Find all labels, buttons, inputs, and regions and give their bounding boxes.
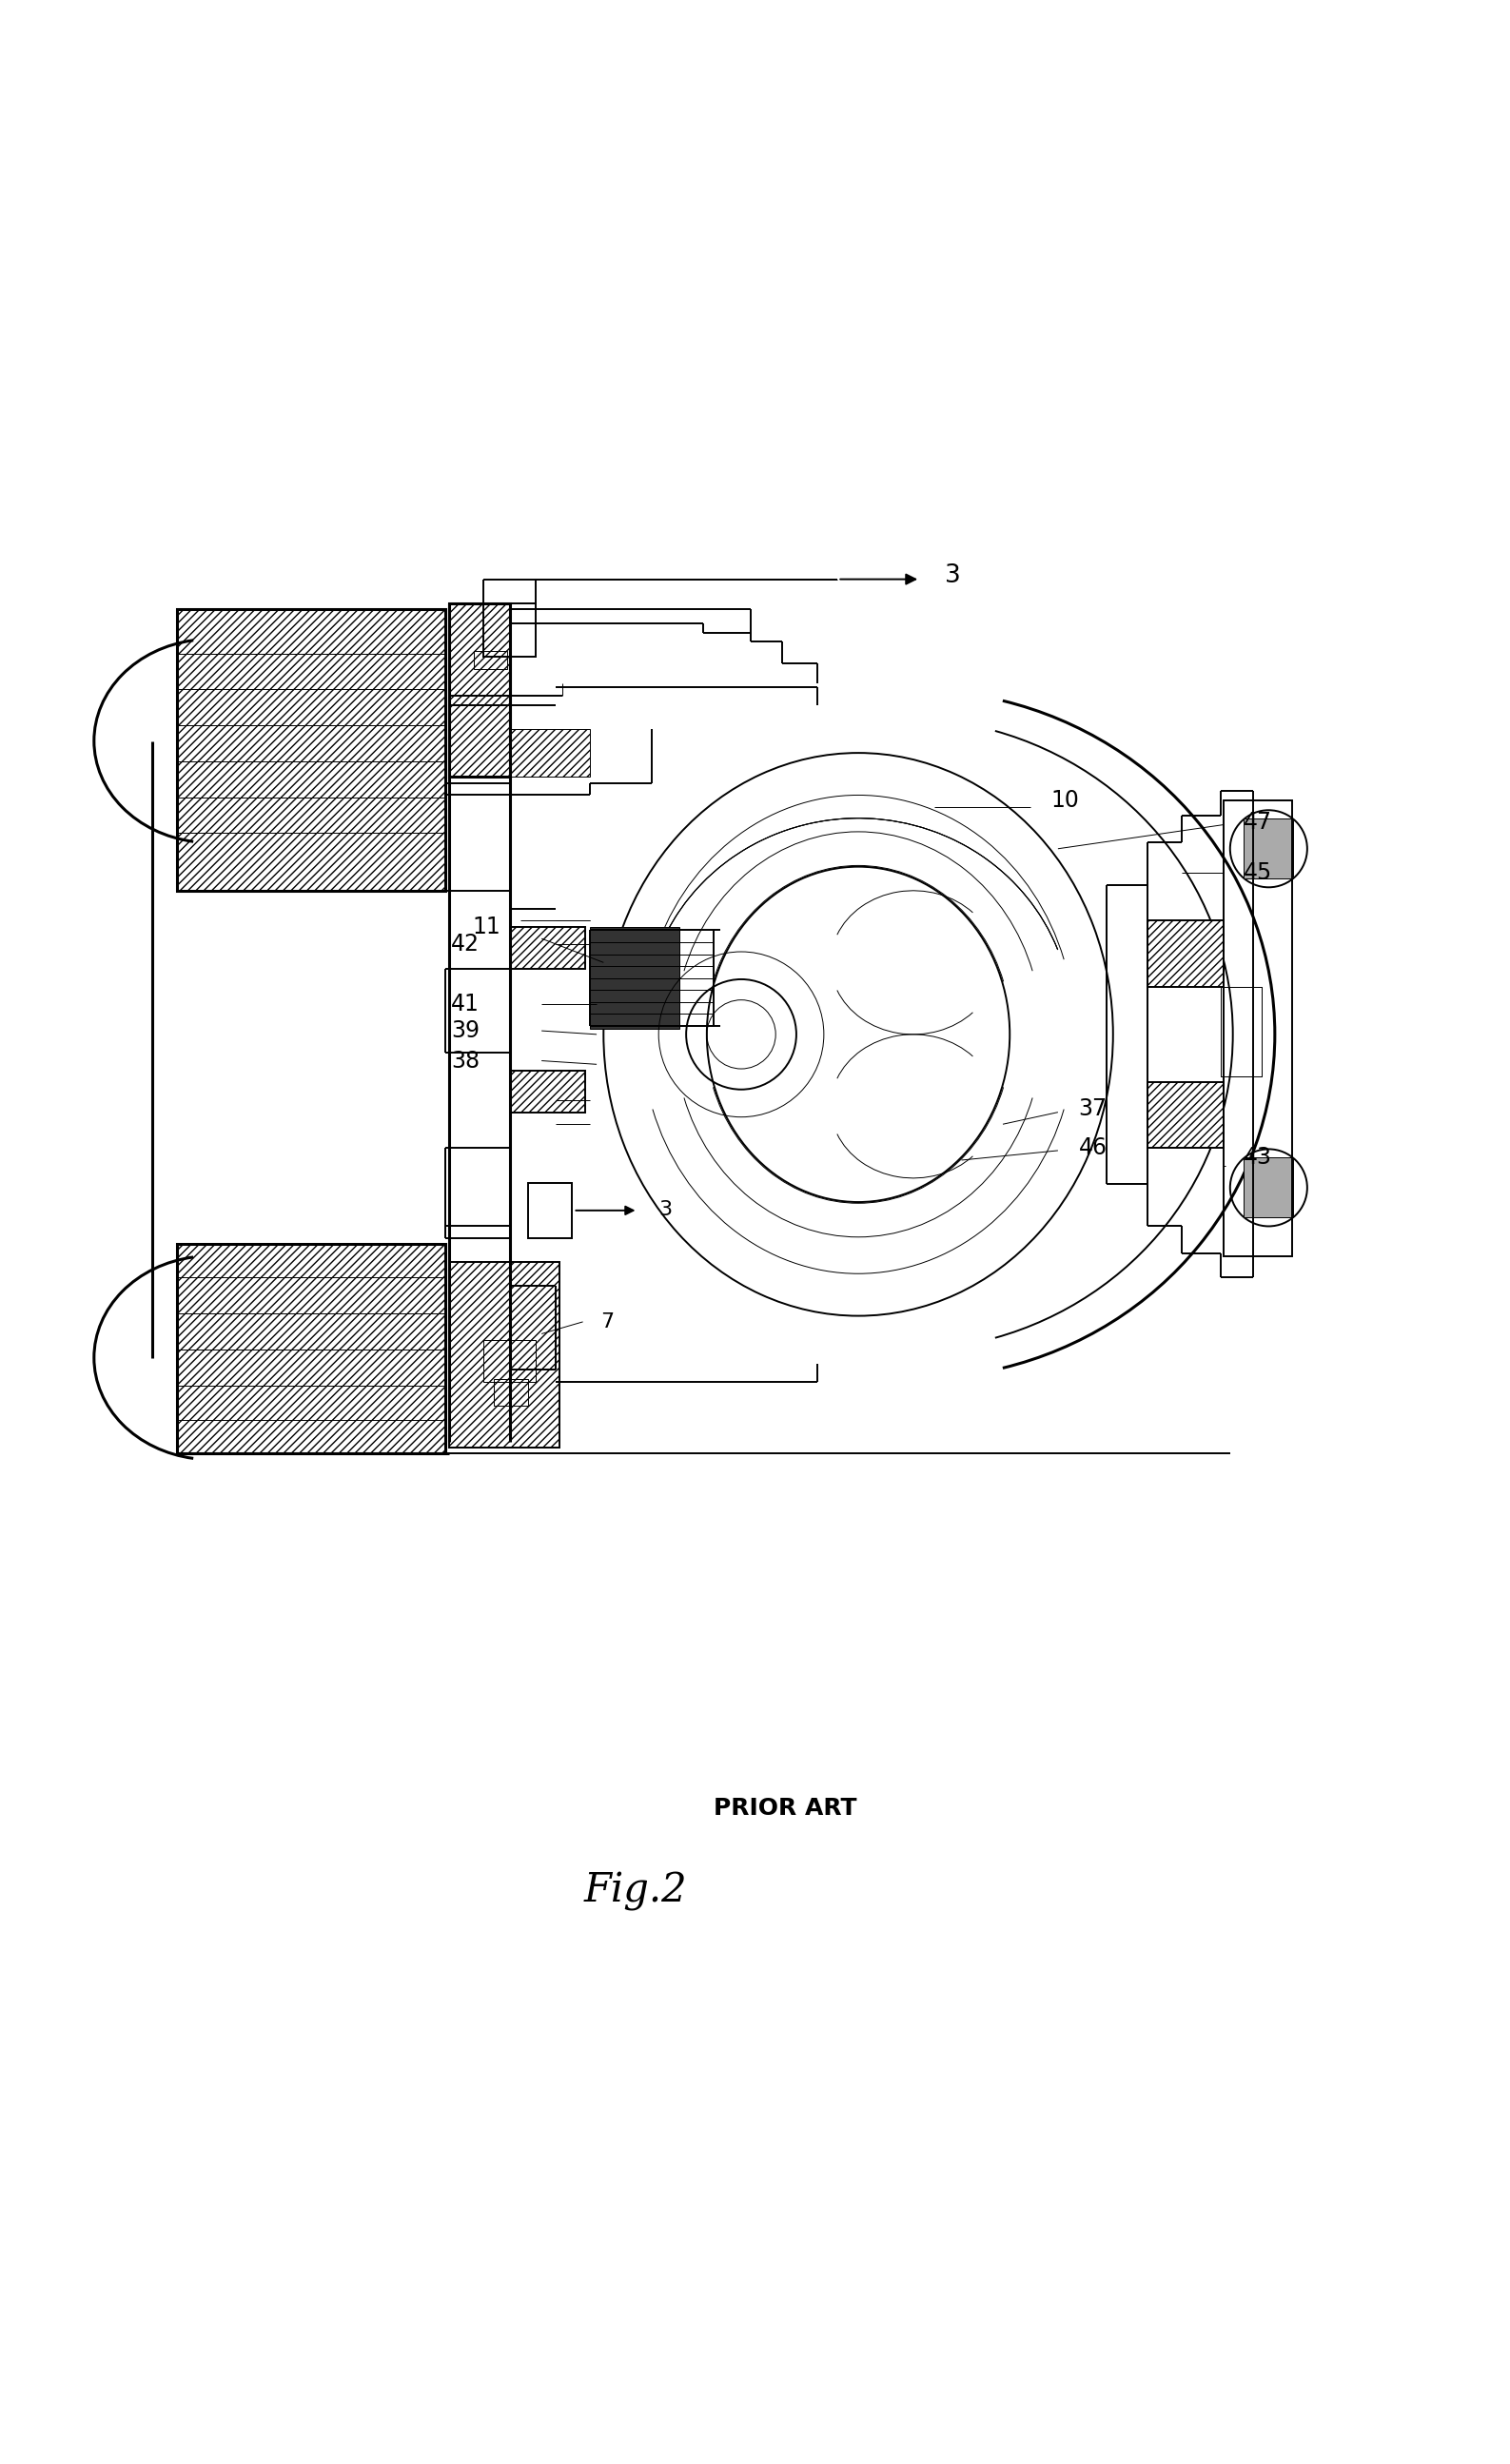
Bar (494, 1380, 529, 1404)
Bar (177, 609, 445, 890)
Bar (474, 650, 507, 670)
Text: 11: 11 (473, 914, 500, 939)
Text: 7: 7 (601, 1313, 615, 1331)
Text: 47: 47 (1244, 811, 1273, 833)
Text: 42: 42 (451, 934, 480, 956)
Text: 39: 39 (451, 1020, 480, 1042)
Bar (483, 604, 536, 658)
Text: PRIOR ART: PRIOR ART (713, 1796, 856, 1821)
Text: 45: 45 (1244, 862, 1273, 885)
Bar (177, 1244, 445, 1454)
Bar (590, 926, 680, 1027)
Bar (1220, 986, 1262, 1077)
Bar (528, 1183, 572, 1237)
Text: Fig.2: Fig.2 (583, 1870, 687, 1910)
Text: 10: 10 (1051, 788, 1080, 813)
Bar (510, 1069, 586, 1111)
Bar (510, 729, 590, 776)
Text: 3: 3 (945, 564, 960, 589)
Text: 38: 38 (451, 1050, 480, 1072)
Bar (450, 1262, 560, 1446)
Text: 41: 41 (451, 993, 480, 1015)
Bar (1223, 801, 1293, 1257)
Bar (1148, 922, 1223, 986)
Bar (1148, 1082, 1223, 1148)
Text: 43: 43 (1244, 1146, 1273, 1168)
Bar (1220, 986, 1262, 1077)
Text: 46: 46 (1078, 1136, 1107, 1161)
Bar (450, 604, 510, 776)
Bar (1244, 1158, 1294, 1217)
Bar (483, 1340, 536, 1382)
Text: 3: 3 (658, 1200, 672, 1220)
Bar (1244, 818, 1294, 880)
Bar (510, 926, 586, 968)
Text: 37: 37 (1078, 1096, 1107, 1121)
